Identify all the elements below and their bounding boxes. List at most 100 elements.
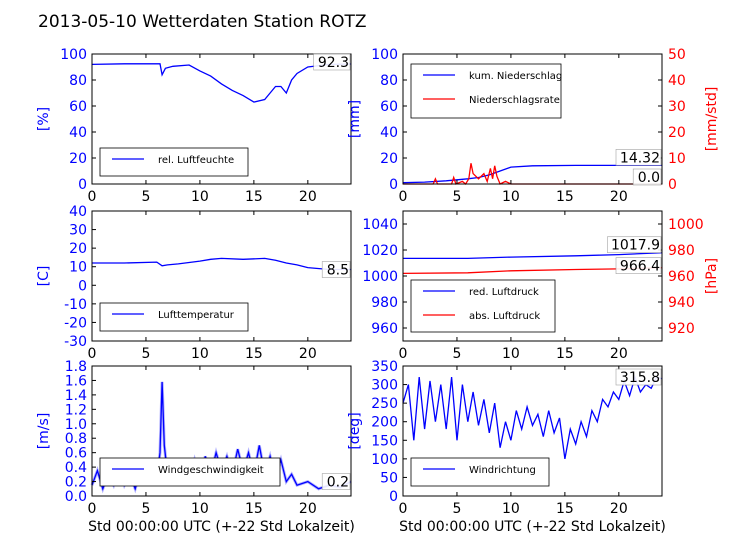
y-tick-label: 1.0 — [65, 417, 87, 433]
y-tick-label: 20 — [380, 151, 398, 167]
legend-box — [410, 63, 562, 119]
y-axis-label: [m/s] — [36, 413, 52, 450]
last-value-box — [632, 168, 662, 186]
x-tick-label: 20 — [299, 189, 317, 205]
y-tick-label: 250 — [371, 396, 398, 412]
x-tick-label: 15 — [245, 346, 263, 362]
y-axis-label: [mm] — [347, 100, 363, 138]
y-tick-label: 300 — [371, 378, 398, 394]
y-tick-label: 200 — [371, 415, 398, 431]
wind-panel: 0 5 10 15 200.00.20.40.60.81.01.21.41.61.8[m… — [36, 359, 355, 535]
y-tick-label: 0 — [78, 278, 87, 294]
y-tick-label: 0.6 — [65, 446, 87, 462]
y-tick-label: 0.4 — [65, 460, 87, 476]
y-tick-label: 0 — [78, 177, 87, 193]
legend-label: rel. Luftfeuchte — [158, 155, 234, 166]
last-value-box — [615, 368, 662, 386]
last-value-box — [615, 257, 662, 274]
y-tick-label: 1020 — [362, 243, 398, 259]
y-tick-label: 350 — [371, 359, 398, 375]
legend-box — [99, 457, 281, 487]
x-tick-label: 5 — [452, 501, 461, 517]
x-tick-label: 10 — [191, 501, 209, 517]
y-tick-label: -20 — [64, 315, 87, 331]
last-value-label: 0.0 — [638, 170, 660, 186]
y-tick-label: 80 — [69, 73, 87, 89]
legend-label: Lufttemperatur — [158, 310, 235, 321]
x-tick-label: 5 — [452, 189, 461, 205]
y-tick-label: 0 — [389, 177, 398, 193]
y-tick-label: 0 — [389, 489, 398, 505]
x-tick-label: 0 — [399, 346, 408, 362]
series-line-temperature-0 — [92, 257, 351, 271]
y-tick-label: 20 — [69, 151, 87, 167]
y-tick-label: 0.0 — [65, 489, 87, 505]
precip-panel: 0 5 10 15 20 0 20 40 60 80 100 0 10 20 30 40 50 [mm] [mm/s… — [347, 47, 720, 205]
y-axis-label: [%] — [36, 107, 52, 131]
y2-tick-label: 1000 — [668, 217, 704, 233]
pressure-panel: 0 5 10 15 20 960 980 1000 1020 1040 920 940 960 980 10… — [362, 210, 720, 362]
last-value-label: 8.5 — [327, 263, 349, 279]
last-value-label: 0.2 — [327, 475, 349, 491]
y-tick-label: 100 — [371, 47, 398, 63]
x-tick-label: 5 — [141, 501, 150, 517]
legend-label: Windgeschwindigkeit — [158, 465, 264, 476]
legend-box — [410, 279, 556, 333]
y-tick-label: 1000 — [362, 269, 398, 285]
legend-label: Windrichtung — [469, 465, 536, 476]
x-tick-label: 5 — [452, 346, 461, 362]
y-tick-label: 100 — [60, 47, 87, 63]
x-tick-label: 5 — [141, 189, 150, 205]
x-tick-label: 15 — [556, 501, 574, 517]
legend-label: Niederschlagsrate — [469, 95, 560, 106]
y-tick-label: 40 — [380, 125, 398, 141]
last-value-label: 14.32 — [620, 150, 660, 166]
legend-box — [410, 457, 550, 487]
last-value-box — [607, 236, 662, 254]
y2-tick-label: 960 — [668, 269, 695, 285]
y-tick-label: 60 — [69, 99, 87, 115]
plot-frame — [91, 365, 352, 497]
x-tick-label: 20 — [610, 346, 628, 362]
y2-axis-label: [mm/std] — [704, 87, 720, 152]
x-tick-label: 20 — [299, 501, 317, 517]
y-tick-label: 1.2 — [65, 402, 87, 418]
x-tick-label: 20 — [610, 189, 628, 205]
x-tick-label: 15 — [245, 501, 263, 517]
y-tick-label: 1.8 — [65, 359, 87, 375]
y-tick-label: 960 — [371, 321, 398, 337]
legend-label: kum. Niederschlag — [469, 71, 562, 82]
x-tick-label: 15 — [556, 189, 574, 205]
last-value-box — [313, 53, 351, 71]
last-value-label: 92.3 — [318, 55, 349, 71]
x-axis-label: Std 00:00:00 UTC (+-22 Std Lokalzeit) — [399, 519, 666, 535]
last-value-label: 315.8 — [620, 370, 660, 386]
x-tick-label: 10 — [502, 189, 520, 205]
figure-title: 2013-05-10 Wetterdaten Station ROTZ — [38, 12, 367, 32]
y-tick-label: 30 — [69, 223, 87, 239]
last-value-box — [321, 261, 351, 278]
y-tick-label: -10 — [64, 297, 87, 313]
last-value-box — [615, 149, 662, 166]
y-tick-label: 60 — [380, 99, 398, 115]
y2-tick-label: 10 — [668, 151, 686, 167]
y-tick-label: 40 — [69, 204, 87, 220]
legend-box — [99, 147, 249, 177]
y2-tick-label: 40 — [668, 73, 686, 89]
y-tick-label: 150 — [371, 433, 398, 449]
y-axis-label: [deg] — [347, 412, 363, 449]
humidity-panel: 0 5 10 15 20 0 20 40 60 80 100 [%] rel. Luftfeuchte 9… — [36, 47, 352, 205]
x-tick-label: 0 — [399, 189, 408, 205]
y2-tick-label: 20 — [668, 125, 686, 141]
plot-frame — [402, 53, 663, 185]
y2-tick-label: 50 — [668, 47, 686, 63]
x-tick-label: 0 — [88, 346, 97, 362]
y-tick-label: 1040 — [362, 217, 398, 233]
y-tick-label: 0.8 — [65, 431, 87, 447]
y2-tick-label: 980 — [668, 243, 695, 259]
y-tick-label: 1.4 — [65, 388, 87, 404]
x-tick-label: 0 — [88, 189, 97, 205]
